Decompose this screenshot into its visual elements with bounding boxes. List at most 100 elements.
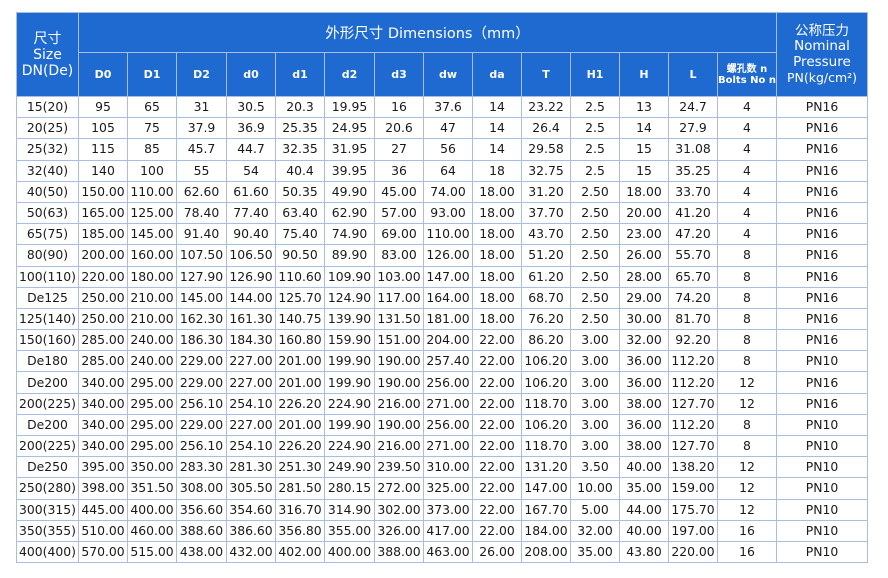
table-cell: 38.00 [619,392,669,415]
table-cell: 65.70 [668,265,718,288]
table-cell: 249.90 [324,456,375,479]
column-header-l: L [668,52,718,97]
table-cell: 314.90 [324,498,375,521]
size-header-cn: 尺寸 [33,30,62,47]
table-cell: 2.5 [570,138,620,161]
table-cell: De200 [16,413,79,437]
table-cell: 16 [717,519,777,542]
column-header-d2: d2 [324,52,375,97]
table-cell: 62.90 [324,201,375,225]
table-cell: 2.5 [570,95,620,119]
table-row: De250 395.00 350.00 283.30 281.30 251.30 249.9… [16,456,868,479]
pressure-header-pressure: Pressure [793,53,851,70]
table-row: 150(160) 285.00 240.00 186.30 184.30 160.80 15… [16,329,868,352]
table-cell: 4 [717,95,777,119]
table-cell: 10.00 [570,477,620,500]
table-cell: 36 [374,159,424,182]
table-cell: 250.00 [78,286,128,309]
table-cell: 8 [717,329,777,352]
size-header-en: Size [33,46,62,63]
table-cell: 27.9 [668,117,718,140]
table-cell: 110.00 [423,223,473,246]
table-cell: PN10 [775,413,868,437]
table-cell: 74.20 [668,286,718,309]
table-cell: 4 [717,159,777,182]
table-cell: 125.00 [127,201,177,225]
table-cell: 190.00 [374,350,424,373]
pressure-header-unit: PN(kg/cm²) [786,70,858,85]
table-cell: 33.70 [668,180,718,203]
table-cell: PN16 [775,95,868,119]
table-cell: 83.00 [374,244,424,267]
table-cell: 40.00 [619,456,669,479]
table-cell: 105 [78,117,128,140]
table-cell: 4 [717,117,777,140]
table-cell: 190.00 [374,413,424,437]
table-cell: 305.50 [226,477,276,500]
table-cell: 24.95 [324,117,375,140]
table-cell: 354.60 [226,498,276,521]
table-cell: 2.50 [570,265,620,288]
table-cell: 35.00 [619,477,669,500]
table-cell: 40.4 [275,159,325,182]
table-cell: 388.00 [374,540,424,564]
table-cell: 159.90 [324,329,375,352]
table-row: 40(50) 150.00 110.00 62.60 61.60 50.35 49.90 45… [16,180,868,203]
table-cell: 351.50 [127,477,177,500]
table-cell: 93.00 [423,201,473,225]
table-cell: 18.00 [472,201,522,225]
table-cell: 110.00 [127,180,177,203]
table-cell: 18.00 [472,180,522,203]
table-cell: 2.50 [570,286,620,309]
table-cell: 300(315) [16,498,79,521]
table-cell: 150.00 [78,180,128,203]
table-cell: 2.50 [570,244,620,267]
table-cell: 22.00 [472,413,522,437]
table-cell: 31.20 [521,180,571,203]
table-cell: 50.35 [275,180,325,203]
table-cell: PN10 [775,350,868,373]
table-cell: 2.5 [570,117,620,140]
table-cell: 256.10 [176,434,227,458]
table-cell: 95 [78,95,128,119]
table-cell: 68.70 [521,286,571,309]
table-cell: 117.00 [374,286,424,309]
table-cell: 167.70 [521,498,571,521]
table-cell: 256.00 [423,371,473,394]
table-row: 15(20) 95 65 31 30.5 20.3 19.95 16 37.6 14 23.22 2.… [16,95,868,119]
table-cell: 515.00 [127,540,177,564]
table-cell: 20.00 [619,201,669,225]
size-header: 尺寸 Size DN(De) [16,12,79,97]
table-cell: 62.60 [176,180,227,203]
table-cell: 417.00 [423,519,473,542]
table-cell: 295.00 [127,392,177,415]
table-cell: De180 [16,350,79,373]
table-cell: 31.95 [324,138,375,161]
table-cell: 127.70 [668,434,718,458]
table-cell: 185.00 [78,223,128,246]
table-cell: 199.90 [324,413,375,437]
table-cell: 254.10 [226,434,276,458]
column-header-d3: d3 [374,52,424,97]
table-cell: 216.00 [374,392,424,415]
table-cell: 3.50 [570,456,620,479]
table-cell: 150(160) [16,329,79,352]
table-cell: 3.00 [570,371,620,394]
table-cell: 112.20 [668,371,718,394]
table-cell: 227.00 [226,413,276,437]
bolts-header-cn: 螺孔数 n [726,63,768,75]
table-cell: 28.00 [619,265,669,288]
table-cell: 100 [127,159,177,182]
table-cell: 65(75) [16,223,79,246]
table-cell: 18.00 [472,307,522,331]
table-cell: 226.20 [275,434,325,458]
table-cell: 2.50 [570,201,620,225]
table-cell: 402.00 [275,540,325,564]
table-cell: 2.5 [570,159,620,182]
table-cell: 78.40 [176,201,227,225]
table-row: 400(400) 570.00 515.00 438.00 432.00 402.00 40… [16,540,868,564]
bolts-header-en: Bolts No n [718,74,776,86]
table-cell: 340.00 [78,434,128,458]
table-row: 65(75) 185.00 145.00 91.40 90.40 75.40 74.90 69… [16,223,868,246]
table-cell: 5.00 [570,498,620,521]
